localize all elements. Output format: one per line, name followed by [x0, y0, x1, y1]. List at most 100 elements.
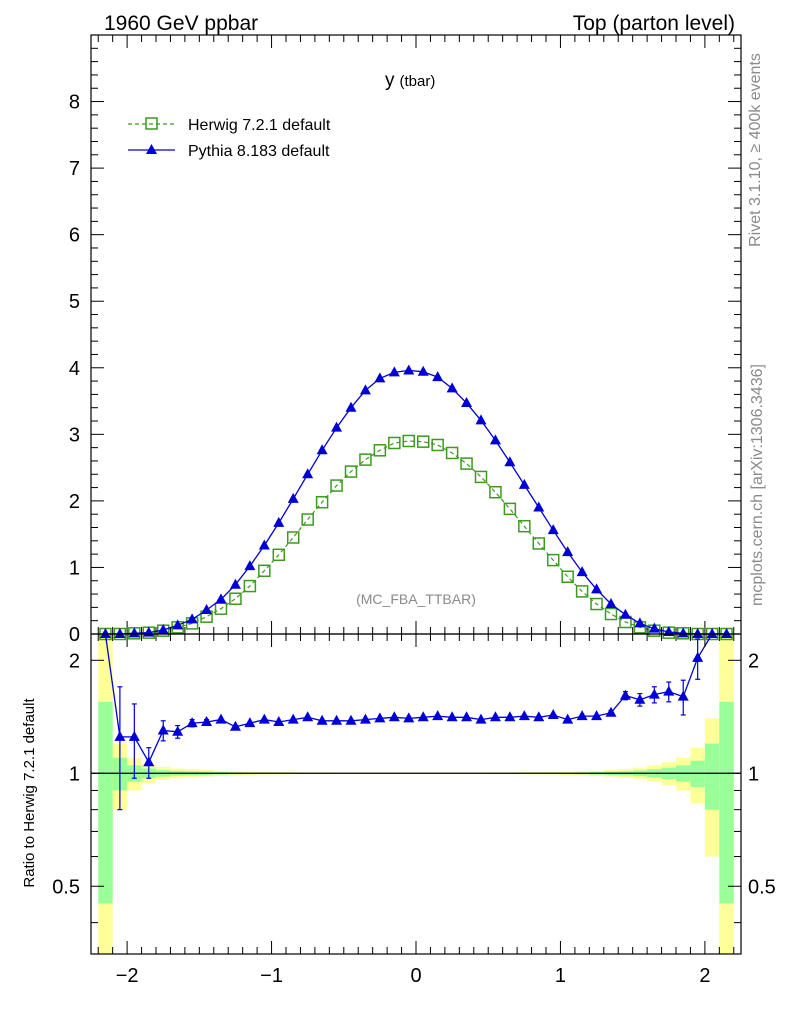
ratio-pythia-point — [403, 712, 415, 723]
ratio-y-tick-label-left: 2 — [69, 650, 80, 672]
ratio-pythia-point — [619, 689, 631, 700]
herwig-line — [105, 440, 727, 635]
ratio-pythia-point — [533, 711, 545, 722]
ratio-pythia-point — [605, 706, 617, 717]
ratio-pythia-point — [489, 711, 501, 722]
ratio-pythia-point — [244, 717, 256, 728]
x-tick-label: 2 — [699, 965, 710, 987]
herwig-point — [503, 502, 517, 516]
herwig-point — [373, 444, 387, 457]
pythia-point — [172, 619, 184, 630]
pythia-point — [504, 456, 516, 467]
pythia-point — [432, 371, 444, 382]
herwig-point — [388, 436, 401, 450]
herwig-point — [301, 513, 314, 526]
ratio-pythia-point — [634, 693, 646, 704]
rivet-label: Rivet 3.1.10, ≥ 400k events — [747, 53, 764, 247]
herwig-point — [402, 434, 416, 448]
plot-title: y (tbar) — [385, 70, 435, 91]
ratio-y-tick-label-right: 1 — [748, 763, 759, 785]
band-inner — [704, 743, 720, 810]
ratio-pythia-point — [475, 713, 487, 724]
band-inner — [98, 701, 113, 904]
ratio-pythia-point — [562, 713, 574, 724]
ratio-pythia-point — [273, 715, 285, 726]
herwig-point — [229, 592, 242, 605]
ratio-pythia-point — [302, 711, 314, 722]
ratio-pythia-point — [446, 711, 458, 722]
legend: Herwig 7.2.1 default Pythia 8.183 defaul… — [128, 117, 331, 160]
ratio-pythia-point — [648, 688, 660, 699]
y-tick-label: 4 — [69, 358, 80, 380]
x-tick-label: 1 — [555, 965, 566, 987]
pythia-point — [201, 604, 213, 615]
herwig-point — [243, 579, 257, 593]
ratio-pythia-point — [345, 714, 357, 725]
plot-title-main: y — [385, 70, 395, 91]
ratio-pythia-point — [432, 710, 444, 721]
y-tick-label: 6 — [69, 225, 80, 247]
y-tick-label: 8 — [69, 92, 80, 114]
ratio-pythia-point — [114, 730, 126, 741]
ratio-pythia-point — [258, 713, 270, 724]
ratio-pythia-line — [104, 633, 727, 764]
herwig-point — [416, 435, 430, 448]
pythia-point — [359, 384, 371, 395]
pythia-point — [648, 622, 660, 633]
mcplots-label: mcplots.cern.ch [arXiv:1306.3436] — [749, 364, 766, 606]
pythia-point — [446, 382, 458, 393]
herwig-point — [489, 485, 502, 499]
pythia-point — [677, 627, 689, 638]
legend-herwig-marker — [145, 117, 158, 130]
y-tick-label: 2 — [69, 491, 80, 513]
y-tick-label: 5 — [69, 291, 80, 313]
ratio-pythia-point — [186, 717, 198, 728]
ratio-pythia-point — [331, 714, 343, 725]
pythia-line — [105, 369, 727, 635]
herwig-point — [445, 446, 459, 460]
herwig-point — [315, 495, 329, 509]
pythia-point — [388, 366, 400, 377]
herwig-point — [546, 553, 560, 567]
ratio-pythia-point — [374, 712, 386, 723]
pythia-point — [591, 583, 603, 594]
ratio-y-tick-label-right: 0.5 — [748, 876, 776, 898]
ratio-pythia-point — [663, 685, 675, 696]
pythia-point — [721, 628, 733, 638]
pythia-point — [562, 546, 574, 557]
legend-pythia-marker — [146, 144, 157, 154]
legend-herwig-label: Herwig 7.2.1 default — [188, 117, 331, 134]
ratio-pythia-point — [461, 711, 473, 722]
ratio-pythia-point — [677, 690, 689, 701]
ratio-pythia-point — [229, 720, 241, 731]
pythia-point — [706, 628, 718, 638]
pythia-point — [186, 613, 198, 624]
ratio-pythia-point — [172, 725, 184, 736]
pythia-point — [518, 478, 530, 489]
herwig-point — [532, 537, 546, 550]
pythia-point — [331, 421, 343, 432]
pythia-point — [475, 414, 487, 425]
ratio-y-tick-label-left: 0.5 — [52, 876, 80, 898]
pythia-point — [345, 401, 357, 412]
herwig-point — [272, 548, 286, 562]
herwig-point — [518, 519, 531, 533]
ratio-pythia-point — [143, 756, 155, 767]
ratio-y-tick-label-right: 2 — [748, 650, 759, 672]
collision-label: 1960 GeV ppbar — [104, 12, 258, 35]
herwig-point — [474, 470, 488, 484]
pythia-point — [619, 608, 631, 619]
band-inner — [719, 701, 734, 904]
y-tick-label: 1 — [69, 557, 80, 579]
ratio-pythia-point — [388, 711, 400, 722]
legend-pythia-label: Pythia 8.183 default — [188, 143, 330, 160]
y-tick-label: 0 — [69, 624, 80, 646]
herwig-point — [286, 531, 300, 544]
y-tick-label: 7 — [69, 158, 80, 180]
pythia-point — [157, 624, 169, 635]
plot-title-sub: (tbar) — [400, 73, 436, 90]
ratio-pythia-point — [157, 724, 169, 735]
herwig-point — [431, 438, 444, 452]
pythia-point — [489, 434, 501, 445]
